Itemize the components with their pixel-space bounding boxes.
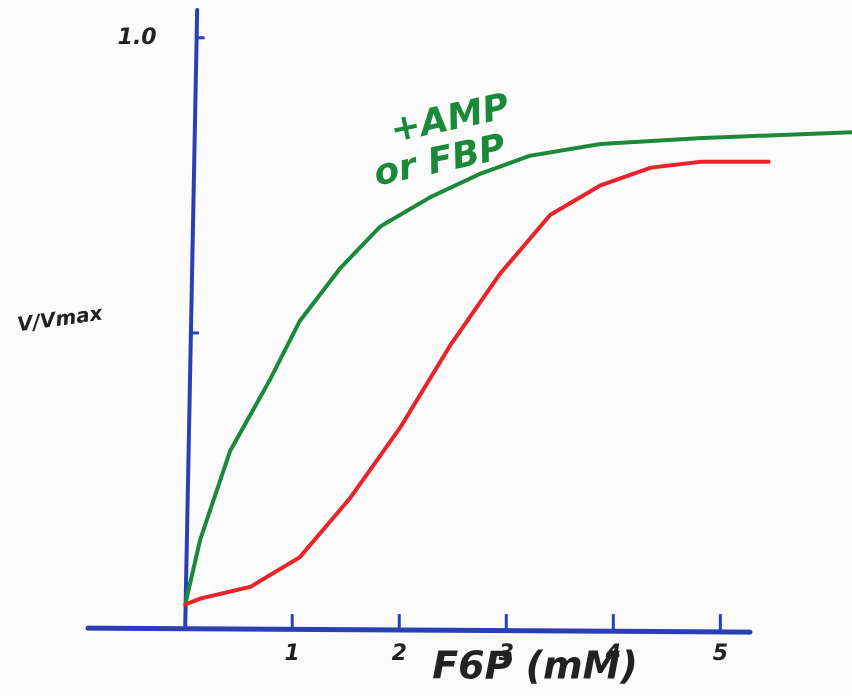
x-tick-label: 2 bbox=[392, 641, 407, 666]
x-tick-label: 5 bbox=[713, 641, 728, 666]
x-axis bbox=[85, 625, 753, 635]
x-tick-label: 4 bbox=[605, 641, 621, 666]
x-tick-label: 3 bbox=[499, 641, 514, 666]
curve bbox=[183, 130, 852, 607]
curve bbox=[183, 159, 771, 607]
y-tick-label: 1.0 bbox=[118, 25, 157, 50]
x-tick-label: 1 bbox=[285, 641, 300, 666]
y-axis bbox=[183, 8, 200, 631]
x-axis-label: F6P (mM) bbox=[432, 644, 638, 688]
